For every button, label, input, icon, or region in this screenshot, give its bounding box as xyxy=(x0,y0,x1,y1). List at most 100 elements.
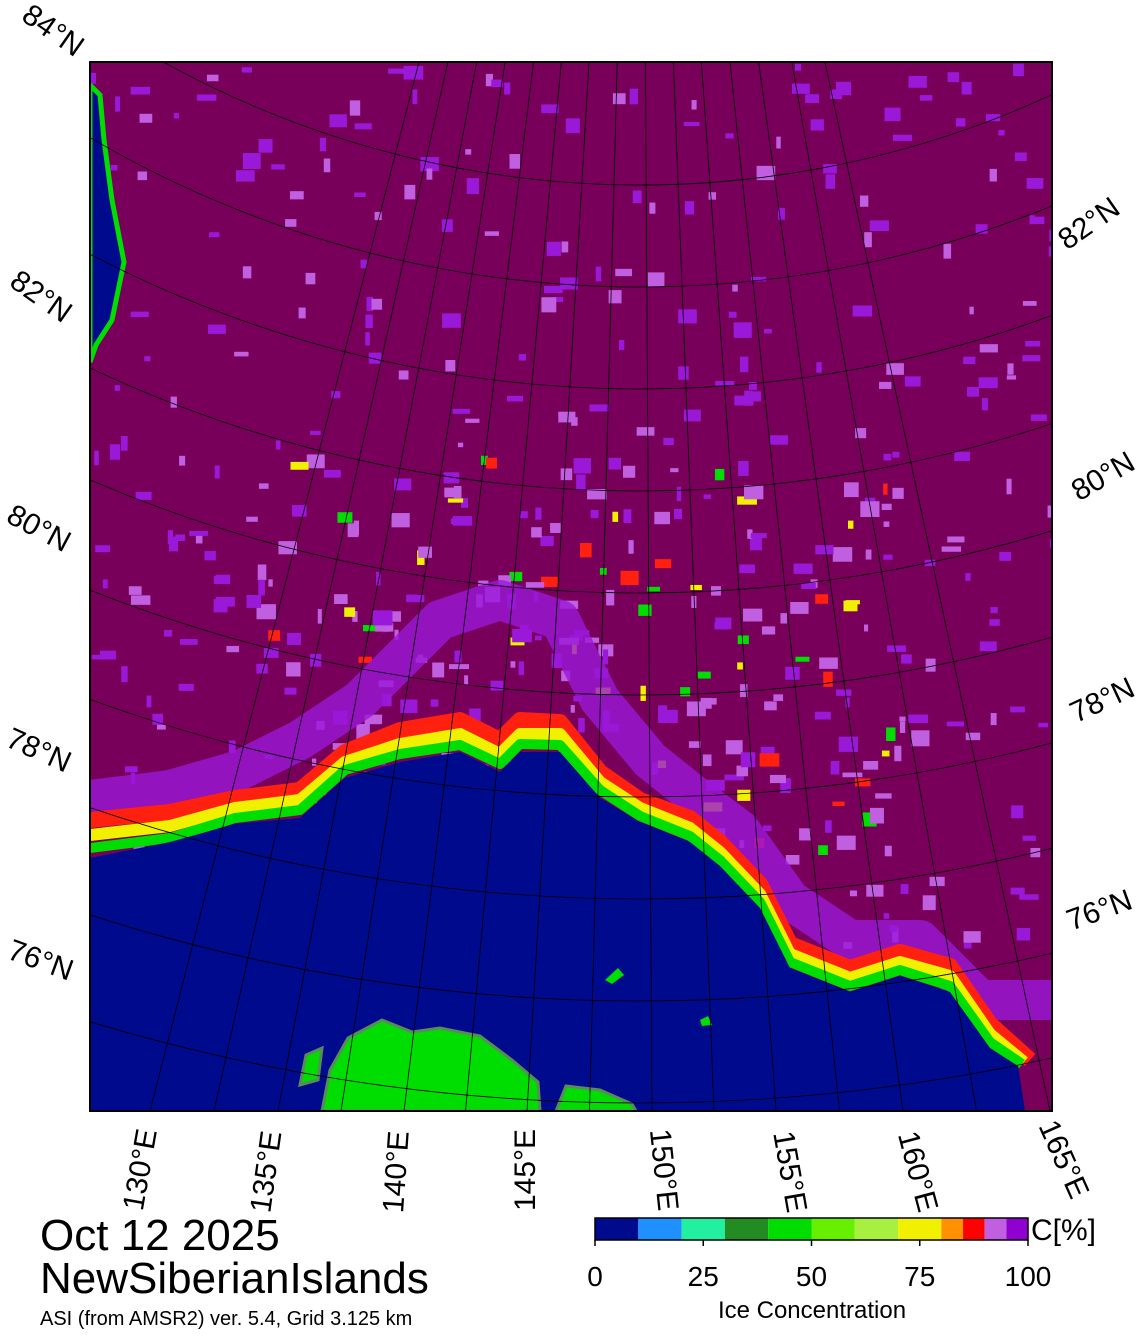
ice-patch xyxy=(319,137,326,152)
ice-patch xyxy=(965,573,971,581)
ice-patch xyxy=(412,89,418,105)
ice-patch xyxy=(464,675,469,685)
ice-patch xyxy=(966,386,980,397)
ice-patch xyxy=(963,931,981,943)
ice-patch xyxy=(95,545,111,553)
ice-patch xyxy=(121,666,128,683)
ice-patch xyxy=(1022,301,1037,306)
ice-patch xyxy=(490,680,504,691)
ice-patch xyxy=(394,478,412,491)
ice-patch xyxy=(739,564,755,574)
ice-patch xyxy=(855,428,867,439)
ice-patch xyxy=(744,485,764,500)
ice-patch xyxy=(612,93,626,105)
ice-patch xyxy=(647,272,665,287)
ice-patch xyxy=(309,653,322,667)
ice-patch xyxy=(737,789,751,801)
ice-patch xyxy=(164,629,173,637)
ice-patch xyxy=(602,649,609,665)
source-note: ASI (from AMSR2) ver. 5.4, Grid 3.125 km xyxy=(40,1308,412,1330)
graticule-label: 155°E xyxy=(766,1128,813,1215)
ice-patch xyxy=(715,381,735,386)
ice-patch xyxy=(1047,505,1052,518)
graticule-label: 76°N xyxy=(1062,884,1136,938)
ice-patch xyxy=(632,190,642,204)
ice-patch xyxy=(178,683,194,691)
ice-patch xyxy=(670,468,679,473)
ice-patch xyxy=(843,600,858,612)
ice-patch xyxy=(404,184,416,200)
ice-patch xyxy=(759,753,780,767)
meridian xyxy=(645,62,653,1111)
meridian xyxy=(791,62,977,1111)
ice-patch xyxy=(507,395,524,402)
ice-patch xyxy=(354,123,372,130)
ice-patch xyxy=(391,513,410,528)
ice-patch xyxy=(683,121,700,127)
ice-patch xyxy=(728,311,737,318)
ice-patch xyxy=(268,579,273,587)
ice-patch xyxy=(228,740,236,754)
colorbar: 0 25 50 75 100 xyxy=(587,1217,1051,1292)
ice-patch xyxy=(688,741,701,748)
ice-patch xyxy=(329,114,347,128)
ice-patch xyxy=(258,483,269,489)
ice-patch xyxy=(900,884,909,895)
ice-patch xyxy=(691,595,697,608)
ice-patch xyxy=(579,543,592,558)
meridian xyxy=(213,62,449,1111)
island xyxy=(298,1045,324,1088)
ice-patch xyxy=(836,835,856,850)
ice-patch xyxy=(674,508,683,520)
ice-patch xyxy=(109,444,121,460)
ice-patch xyxy=(115,96,121,112)
ice-patch xyxy=(947,536,965,543)
ice-patch xyxy=(525,582,545,588)
ice-patch xyxy=(376,571,381,586)
ice-patch xyxy=(130,311,149,318)
ice-patch xyxy=(349,100,361,116)
ice-patch xyxy=(805,94,820,103)
ice-patch xyxy=(678,366,689,380)
ice-patch xyxy=(558,411,576,423)
ice-patch xyxy=(246,516,258,522)
ice-patch xyxy=(1038,722,1049,728)
ice-patch xyxy=(590,509,599,519)
ice-patch xyxy=(793,563,813,574)
ice-patch xyxy=(323,158,331,173)
ice-patch xyxy=(258,579,265,596)
ice-patch xyxy=(460,497,469,508)
ice-patch xyxy=(130,595,151,605)
ice-patch xyxy=(570,705,575,713)
ice-patch xyxy=(287,632,302,645)
ice-patch xyxy=(654,559,672,569)
ice-patch xyxy=(683,409,701,422)
ice-patch xyxy=(551,653,562,669)
ice-patch xyxy=(519,624,529,636)
ice-patch xyxy=(398,370,409,380)
ice-patch xyxy=(317,609,322,624)
island xyxy=(320,1018,542,1111)
ice-patch xyxy=(133,839,145,855)
ice-patch xyxy=(899,721,906,733)
ice-patch xyxy=(737,496,757,505)
ice-patch xyxy=(534,635,542,641)
ice-patch xyxy=(780,613,788,624)
ice-patch xyxy=(663,437,674,446)
ice-patch xyxy=(1049,229,1052,242)
ice-patch xyxy=(334,594,348,604)
ice-patch xyxy=(864,232,872,248)
ice-patch xyxy=(485,73,494,87)
ice-patch xyxy=(235,170,255,182)
ice-patch xyxy=(654,511,670,525)
graticule-label: 80°N xyxy=(1,498,76,559)
ice-patch xyxy=(204,550,216,561)
ice-patch xyxy=(484,231,499,236)
ice-patch xyxy=(120,436,128,451)
ice-patch xyxy=(452,516,473,526)
ice-patch xyxy=(818,845,828,855)
ice-patch xyxy=(924,559,936,567)
ice-patch xyxy=(263,647,279,658)
meridian xyxy=(149,62,420,1111)
ice-patch xyxy=(509,571,523,582)
